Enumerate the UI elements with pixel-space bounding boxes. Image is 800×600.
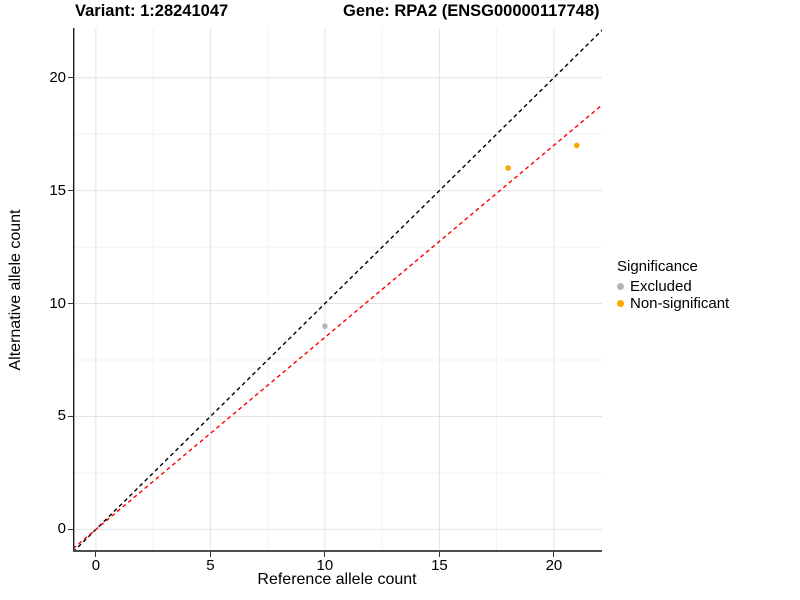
non-significant-dot-icon xyxy=(617,300,624,307)
y-tick-label: 20 xyxy=(49,68,66,86)
x-tick-mark xyxy=(438,552,440,557)
identity-line xyxy=(73,29,602,552)
x-axis-label: Reference allele count xyxy=(257,571,417,588)
data-point-excluded xyxy=(322,323,328,329)
x-tick-label: 15 xyxy=(431,557,448,574)
y-tick-mark xyxy=(68,528,73,530)
significance-legend: Significance Excluded Non-significant xyxy=(617,258,729,312)
legend-item-excluded: Excluded xyxy=(617,278,729,295)
x-tick-mark xyxy=(95,552,97,557)
y-tick-label: 10 xyxy=(49,294,66,312)
data-point-non-significant xyxy=(505,165,511,171)
legend-title: Significance xyxy=(617,258,698,275)
legend-item-non-significant: Non-significant xyxy=(617,295,729,312)
y-tick-mark xyxy=(68,303,73,305)
plot-panel xyxy=(73,28,602,552)
x-tick-mark xyxy=(209,552,211,557)
excluded-dot-icon xyxy=(617,283,624,290)
x-tick-mark xyxy=(324,552,326,557)
fit-line xyxy=(73,104,602,550)
y-axis-label: Alternative allele count xyxy=(7,209,24,371)
scatter-plot-canvas xyxy=(73,28,602,552)
legend-item-label: Non-significant xyxy=(630,295,730,312)
y-tick-mark xyxy=(68,190,73,192)
gene-title: Gene: RPA2 (ENSG00000117748) xyxy=(343,2,600,20)
y-tick-mark xyxy=(68,77,73,79)
x-tick-label: 5 xyxy=(206,557,215,574)
x-tick-mark xyxy=(553,552,555,557)
x-tick-label: 20 xyxy=(545,557,563,574)
y-tick-label: 15 xyxy=(49,181,66,199)
variant-title: Variant: 1:28241047 xyxy=(75,2,229,20)
legend-item-label: Excluded xyxy=(630,278,692,295)
x-tick-label: 10 xyxy=(316,557,334,574)
data-point-non-significant xyxy=(574,142,580,149)
y-tick-label: 5 xyxy=(57,407,66,425)
y-tick-label: 0 xyxy=(57,520,66,538)
x-tick-label: 0 xyxy=(91,557,101,574)
y-tick-mark xyxy=(68,415,73,417)
